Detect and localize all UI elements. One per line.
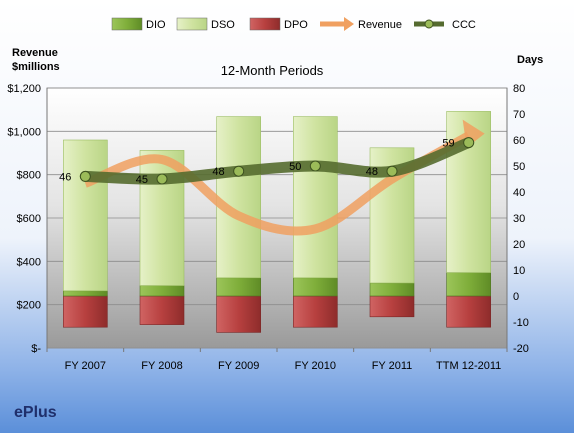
category-label: FY 2009 bbox=[218, 360, 259, 372]
ccc-point bbox=[463, 137, 475, 149]
company-name: ePlus bbox=[14, 404, 57, 421]
legend-label: CCC bbox=[452, 19, 476, 31]
left-tick-label: $200 bbox=[17, 300, 41, 312]
dio-bar bbox=[369, 282, 415, 297]
right-axis-title: Days bbox=[517, 54, 543, 66]
ccc-point bbox=[79, 170, 91, 182]
legend-swatch-dio bbox=[111, 17, 143, 31]
ccc-point bbox=[156, 173, 168, 185]
category-label: FY 2008 bbox=[141, 360, 182, 372]
dpo-bar bbox=[293, 295, 338, 328]
right-tick-label: 30 bbox=[513, 213, 525, 225]
lines: 46 45 48 50 48 59 bbox=[59, 119, 485, 236]
legend-label: DSO bbox=[211, 19, 235, 31]
ccc-data-label: 48 bbox=[212, 166, 224, 178]
right-tick-label: 70 bbox=[513, 109, 525, 121]
category-label: TTM 12-2011 bbox=[436, 360, 501, 372]
dpo-bar bbox=[446, 295, 491, 328]
legend-label: Revenue bbox=[358, 19, 402, 31]
right-tick-label: 80 bbox=[513, 83, 525, 95]
legend: DIO DSO DPO Revenue CCC bbox=[111, 17, 476, 31]
right-tick-label: 50 bbox=[513, 161, 525, 173]
dso-bar bbox=[216, 116, 261, 279]
dio-bar bbox=[446, 272, 491, 297]
ccc-point bbox=[309, 160, 321, 172]
chart-title: 12-Month Periods bbox=[221, 63, 324, 78]
category-label: FY 2011 bbox=[372, 360, 413, 372]
right-tick-label: -20 bbox=[513, 343, 529, 355]
ccc-data-label: 48 bbox=[366, 166, 378, 178]
dio-bar bbox=[139, 285, 185, 297]
legend-swatch-ccc-marker bbox=[424, 19, 434, 29]
dio-bar bbox=[293, 277, 338, 297]
dpo-bar bbox=[63, 295, 108, 328]
right-tick-label: 20 bbox=[513, 239, 525, 251]
right-tick-label: 10 bbox=[513, 265, 525, 277]
ccc-data-label: 46 bbox=[59, 171, 71, 183]
ccc-point bbox=[233, 165, 245, 177]
ccc-data-label: 45 bbox=[136, 174, 148, 186]
dpo-bar bbox=[369, 295, 415, 318]
left-tick-label: $400 bbox=[17, 256, 41, 268]
left-axis-title-line1: Revenue bbox=[12, 47, 58, 59]
legend-swatch-revenue-arrow bbox=[344, 17, 354, 31]
axes: $- $200 $400 $600 $800 $1,000 $1,200 -20 -10 0 10 2… bbox=[7, 83, 529, 372]
left-tick-label: $1,200 bbox=[7, 83, 41, 95]
bars bbox=[63, 111, 491, 333]
dio-bar bbox=[216, 277, 261, 297]
legend-swatch-dpo bbox=[249, 17, 281, 31]
dso-bar bbox=[63, 139, 108, 292]
category-label: FY 2010 bbox=[295, 360, 336, 372]
left-tick-label: $600 bbox=[17, 213, 41, 225]
dio-bar bbox=[63, 290, 108, 297]
left-tick-label: $1,000 bbox=[7, 126, 41, 138]
legend-label: DIO bbox=[146, 19, 166, 31]
dpo-bar bbox=[216, 295, 261, 333]
legend-swatch-dso bbox=[176, 17, 208, 31]
left-tick-label: $800 bbox=[17, 170, 41, 182]
right-tick-label: 0 bbox=[513, 291, 519, 303]
left-tick-label: $- bbox=[31, 343, 41, 355]
dso-bar bbox=[293, 116, 338, 279]
left-axis-title-line2: $millions bbox=[12, 61, 60, 73]
right-tick-label: 60 bbox=[513, 135, 525, 147]
ccc-line bbox=[79, 137, 475, 185]
legend-label: DPO bbox=[284, 19, 308, 31]
category-label: FY 2007 bbox=[65, 360, 106, 372]
ccc-point bbox=[386, 165, 398, 177]
right-tick-label: -10 bbox=[513, 317, 529, 329]
ccc-data-label: 50 bbox=[289, 161, 301, 173]
dpo-bar bbox=[139, 295, 185, 325]
ccc-data-label: 59 bbox=[442, 138, 454, 150]
right-tick-label: 40 bbox=[513, 187, 525, 199]
